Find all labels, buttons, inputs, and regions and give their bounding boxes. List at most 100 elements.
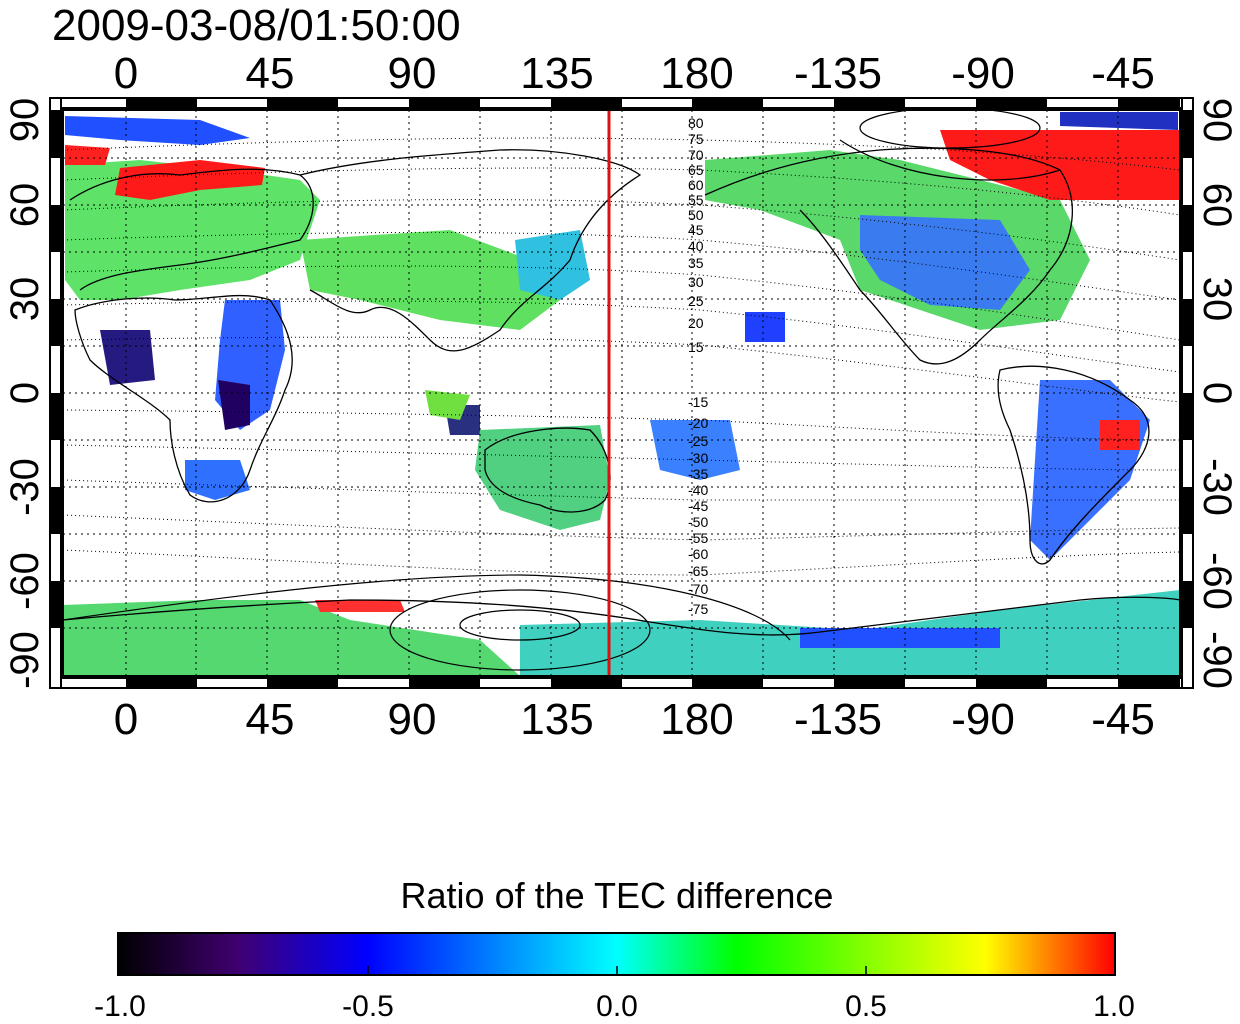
mlat-label: 55	[688, 192, 704, 208]
tec-patch-arctic-red	[65, 145, 110, 165]
bottom-lon-label: -90	[951, 695, 1015, 744]
mlat-label: -40	[688, 482, 708, 498]
north-mlat-labels: 80 75 70 65 60 55 50 45 40 35 30 25 20 1…	[688, 115, 704, 355]
map-plot-area: 150 80 75 70 65 60 55 50 45 40 35 30 25 …	[62, 109, 1181, 677]
mlat-label: -30	[688, 450, 708, 466]
colorbar-tick-labels: -1.0 -0.5 0.0 0.5 1.0	[94, 990, 1135, 1023]
tec-patch-pacific-blue	[745, 312, 785, 342]
left-lat-label: -90	[3, 631, 47, 689]
right-latitude-labels: 90 60 30 0 -30 -60 -90	[1195, 98, 1239, 689]
tec-patch-greenland-blue	[1060, 112, 1178, 130]
bottom-lon-label: 180	[660, 695, 733, 744]
top-lon-label: 0	[114, 49, 138, 98]
colorbar-tick-label: -0.5	[342, 990, 394, 1023]
mlat-label: 70	[688, 147, 704, 163]
coast-australia	[484, 427, 611, 513]
right-lat-label: 30	[1195, 277, 1239, 322]
mlat-label: -75	[688, 601, 708, 617]
tec-patch-antarctica-west	[63, 600, 520, 676]
tec-data-patches	[63, 112, 1180, 676]
coast-europe	[69, 168, 314, 291]
colorbar-tick-label: 0.0	[596, 990, 638, 1023]
mlat-label: -25	[688, 433, 708, 449]
mlat-label: 20	[688, 315, 704, 331]
coast-antarctica	[63, 596, 1180, 636]
tec-patch-brazil-red	[1100, 420, 1140, 450]
colorbar-title: Ratio of the TEC difference	[401, 875, 834, 916]
bottom-lon-label: 135	[520, 695, 593, 744]
map-frame	[62, 109, 1181, 677]
top-lon-label: 135	[520, 49, 593, 98]
top-lon-label: -45	[1091, 49, 1155, 98]
coast-south-america	[997, 365, 1150, 565]
mlat-label: 30	[688, 274, 704, 290]
mlat-label: 45	[688, 222, 704, 238]
left-lat-label: -30	[3, 458, 47, 516]
tec-patch-antarctica-red	[315, 600, 405, 612]
mlat-label: 15	[688, 339, 704, 355]
right-lat-label: -90	[1195, 631, 1239, 689]
tec-patch-arctic-blue	[65, 116, 250, 145]
tec-patch-pacific-south	[650, 420, 740, 480]
mlat-label: 80	[688, 115, 704, 131]
left-latitude-labels: 90 60 30 0 -30 -60 -90	[3, 98, 47, 689]
tec-patch-africa-west	[100, 330, 155, 385]
mlat-label: 60	[688, 177, 704, 193]
left-lat-label: -60	[3, 552, 47, 610]
top-lon-label: 180	[660, 49, 733, 98]
tec-patch-south-africa	[185, 460, 250, 500]
mlat-label: -65	[688, 563, 708, 579]
right-lat-label: 90	[1195, 98, 1239, 143]
mlat-label: 40	[688, 238, 704, 254]
coastlines	[63, 147, 1180, 636]
bottom-lon-label: 90	[388, 695, 437, 744]
colorbar-tick-label: 0.5	[845, 990, 887, 1023]
coast-africa	[74, 294, 293, 503]
right-lat-label: -30	[1195, 458, 1239, 516]
tec-patch-antarctica-blue	[800, 628, 1000, 648]
right-lat-label: 60	[1195, 183, 1239, 228]
mlat-label: -50	[688, 514, 708, 530]
top-lon-label: 90	[388, 49, 437, 98]
coast-north-america	[704, 147, 1073, 365]
graticule	[63, 110, 1180, 676]
mlat-label: -35	[688, 466, 708, 482]
bottom-longitude-labels: 0 45 90 135 180 -135 -90 -45	[114, 695, 1155, 744]
mlat-label: -45	[688, 498, 708, 514]
figure-title: 2009-03-08/01:50:00	[52, 1, 461, 50]
tec-patch-indonesia	[425, 390, 470, 420]
tec-patch-canada-red	[940, 130, 1180, 200]
axis-frame-bars	[49, 97, 1194, 689]
mlat-label: 25	[688, 293, 704, 309]
left-lat-label: 60	[3, 183, 47, 228]
tec-patch-australia	[475, 425, 610, 530]
bottom-lon-label: -45	[1091, 695, 1155, 744]
left-lat-label: 30	[3, 277, 47, 322]
tec-patch-east-asia	[515, 230, 590, 300]
tec-patch-usa-blue	[860, 215, 1030, 310]
magnetic-latitude-contours	[63, 137, 1180, 576]
mlat-label: -55	[688, 530, 708, 546]
top-lon-label: -135	[794, 49, 882, 98]
mlat-label: -15	[688, 394, 708, 410]
mlat-label: 65	[688, 162, 704, 178]
colorbar: Ratio of the TEC difference -1.0 -0.5 0.…	[94, 875, 1135, 1023]
mlat-label: 75	[688, 131, 704, 147]
mlat-label: -20	[688, 415, 708, 431]
tec-patch-asia	[300, 230, 560, 330]
left-lat-label: 0	[3, 382, 47, 404]
top-longitude-labels: 0 45 90 135 180 -135 -90 -45	[114, 49, 1155, 98]
top-lon-label: 45	[246, 49, 295, 98]
bottom-lon-label: -135	[794, 695, 882, 744]
colorbar-tick-label: -1.0	[94, 990, 146, 1023]
top-lon-label: -90	[951, 49, 1015, 98]
mlat-label: 35	[688, 255, 704, 271]
right-lat-label: 0	[1195, 382, 1239, 404]
mlat-label: -60	[688, 546, 708, 562]
colorbar-tick-label: 1.0	[1093, 990, 1135, 1023]
left-lat-label: 90	[3, 98, 47, 143]
bottom-lon-label: 0	[114, 695, 138, 744]
mlat-label: -70	[688, 581, 708, 597]
colorbar-tick-marks	[367, 966, 867, 975]
